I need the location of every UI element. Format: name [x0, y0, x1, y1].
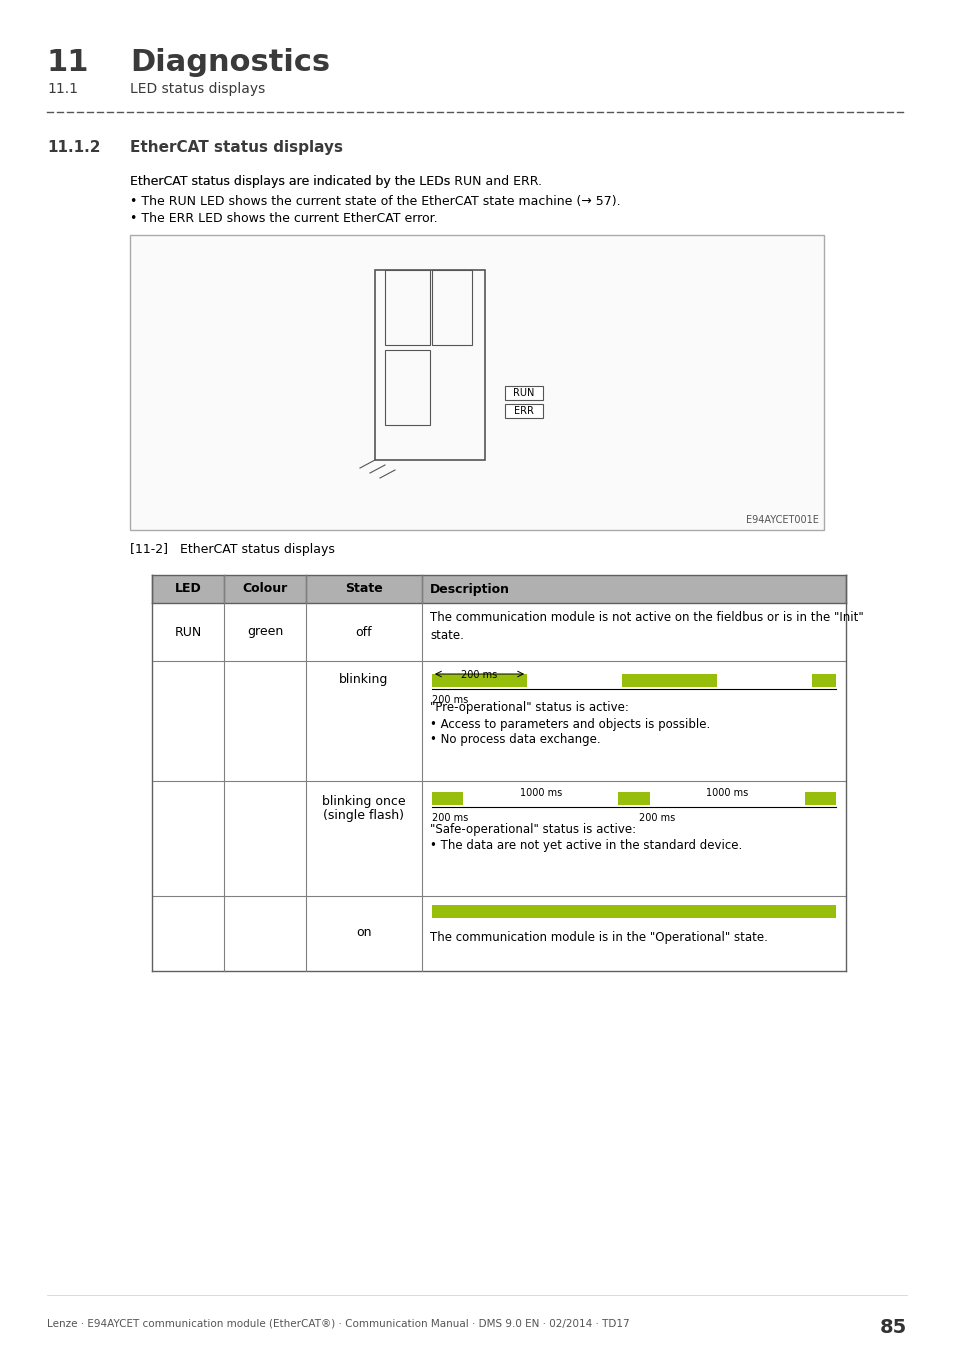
Text: E94AYCET001E: E94AYCET001E — [745, 514, 818, 525]
Bar — [385, 270, 430, 346]
Text: • No process data exchange.: • No process data exchange. — [430, 733, 600, 747]
Text: • The ERR LED shows the current EtherCAT error.: • The ERR LED shows the current EtherCAT… — [130, 212, 437, 225]
Text: state.: state. — [430, 629, 463, 643]
Bar — [152, 575, 845, 603]
Text: 11.1: 11.1 — [47, 82, 78, 96]
Text: blinking once: blinking once — [322, 795, 405, 809]
Text: EtherCAT status displays are indicated by the LEDs RUN and ERR.: EtherCAT status displays are indicated b… — [130, 176, 541, 188]
Text: Diagnostics: Diagnostics — [130, 49, 330, 77]
Text: on: on — [355, 926, 372, 940]
Text: LED: LED — [174, 582, 201, 595]
Text: The communication module is not active on the fieldbus or is in the "Init": The communication module is not active o… — [430, 612, 862, 624]
Text: Lenze · E94AYCET communication module (EtherCAT®) · Communication Manual · DMS 9: Lenze · E94AYCET communication module (E… — [47, 1318, 629, 1328]
Text: 200 ms: 200 ms — [432, 695, 468, 705]
Bar — [375, 270, 484, 460]
Text: "Safe-operational" status is active:: "Safe-operational" status is active: — [430, 824, 636, 836]
Text: 200 ms: 200 ms — [432, 813, 468, 823]
Bar — [432, 674, 526, 687]
Bar — [621, 674, 717, 687]
Text: 200 ms: 200 ms — [639, 813, 675, 823]
Bar — [130, 235, 823, 531]
Text: RUN: RUN — [174, 625, 201, 639]
Text: 11.1.2: 11.1.2 — [47, 140, 100, 155]
Text: 1000 ms: 1000 ms — [705, 788, 747, 798]
Bar — [504, 386, 542, 400]
Text: "Pre-operational" status is active:: "Pre-operational" status is active: — [430, 701, 628, 714]
Text: EtherCAT status displays are indicated by the LEDs: EtherCAT status displays are indicated b… — [130, 176, 454, 188]
Text: • The data are not yet active in the standard device.: • The data are not yet active in the sta… — [430, 838, 741, 852]
Text: green: green — [247, 625, 283, 639]
Text: State: State — [345, 582, 382, 595]
Text: 85: 85 — [879, 1318, 906, 1336]
Text: EtherCAT status displays: EtherCAT status displays — [130, 140, 343, 155]
Text: blinking: blinking — [339, 674, 388, 686]
Text: Colour: Colour — [242, 582, 287, 595]
Bar — [811, 674, 835, 687]
Bar — [385, 350, 430, 425]
Text: 1000 ms: 1000 ms — [519, 788, 561, 798]
Bar — [432, 904, 835, 918]
Text: 200 ms: 200 ms — [461, 670, 497, 680]
Text: The communication module is in the "Operational" state.: The communication module is in the "Oper… — [430, 931, 767, 944]
Bar — [432, 270, 472, 346]
Text: Description: Description — [430, 582, 510, 595]
Bar — [504, 404, 542, 418]
Text: off: off — [355, 625, 372, 639]
Text: LED status displays: LED status displays — [130, 82, 265, 96]
Bar — [804, 792, 835, 805]
Text: [11-2]   EtherCAT status displays: [11-2] EtherCAT status displays — [130, 543, 335, 556]
Bar — [618, 792, 649, 805]
Text: • The RUN LED shows the current state of the EtherCAT state machine (→ 57).: • The RUN LED shows the current state of… — [130, 194, 620, 208]
Bar — [432, 792, 462, 805]
Text: (single flash): (single flash) — [323, 809, 404, 822]
Text: • Access to parameters and objects is possible.: • Access to parameters and objects is po… — [430, 718, 709, 730]
Text: EtherCAT status displays are indicated by the LEDs: EtherCAT status displays are indicated b… — [130, 176, 454, 188]
Text: RUN: RUN — [513, 387, 534, 398]
Text: ERR: ERR — [514, 406, 534, 416]
Text: 11: 11 — [47, 49, 90, 77]
